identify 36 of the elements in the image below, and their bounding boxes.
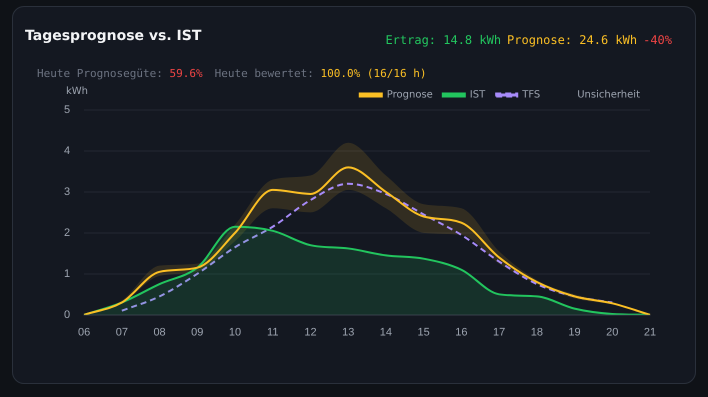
text: Ertrag: 14.8 kWh	[385, 33, 502, 47]
x-tick-label: 11	[267, 326, 278, 338]
x-tick-label: 16	[455, 326, 468, 338]
x-tick-label: 09	[191, 326, 204, 338]
y-tick-label: 0	[64, 308, 70, 321]
x-tick-label: 15	[418, 326, 430, 338]
y-tick-label: 5	[64, 104, 70, 116]
text: 59.6%	[169, 67, 203, 80]
x-tick-label: 21	[644, 326, 656, 338]
text: Prognose: 24.6 kWh	[507, 33, 638, 47]
legend-label: IST	[470, 90, 486, 101]
x-tick-label: 06	[78, 326, 90, 338]
legend-label: Prognose	[386, 90, 433, 101]
y-tick-label: 3	[64, 186, 70, 198]
text: -40%	[643, 33, 672, 47]
y-tick-label: 4	[64, 144, 70, 157]
legend-label: TFS	[521, 90, 540, 101]
y-tick-label: 2	[64, 226, 70, 239]
x-tick-label: 13	[342, 326, 354, 338]
y-axis-title: kWh	[66, 86, 88, 97]
text: 100.0% (16/16 h)	[320, 67, 427, 80]
x-tick-label: 10	[228, 326, 242, 338]
x-tick-label: 08	[153, 326, 166, 338]
x-tick-label: 18	[530, 326, 543, 338]
x-tick-label: 12	[304, 326, 317, 338]
line-series	[120, 182, 614, 312]
chart-title: Tagesprognose vs. IST	[25, 28, 202, 44]
x-tick-label: 17	[492, 326, 506, 338]
x-tick-label: 14	[380, 326, 392, 338]
legend-title: Unsicherheit	[577, 90, 640, 101]
x-tick-label: 19	[568, 326, 581, 338]
text: Heute Prognosegüte:	[37, 67, 164, 80]
x-tick-label: 20	[606, 326, 618, 338]
x-tick-label: 07	[116, 326, 128, 338]
y-tick-label: 1	[64, 268, 70, 280]
text: Heute bewertet:	[214, 67, 315, 80]
